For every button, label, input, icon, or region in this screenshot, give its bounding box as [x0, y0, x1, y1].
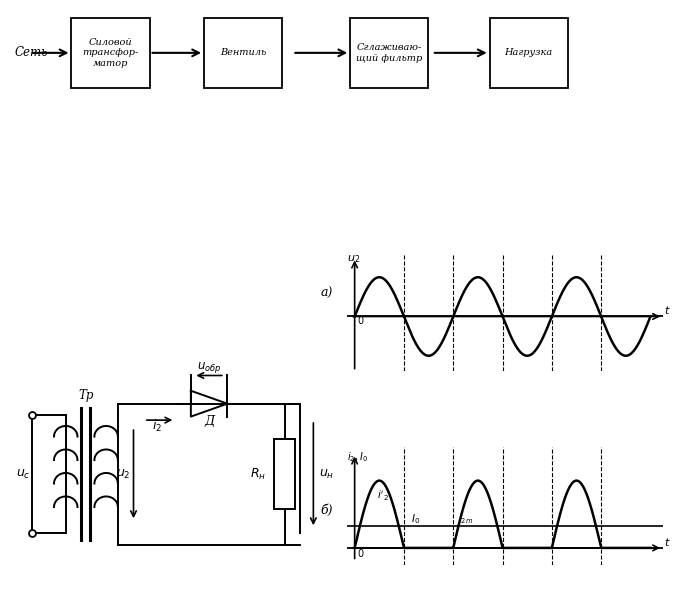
Text: б): б) [320, 504, 333, 517]
Text: 0: 0 [357, 548, 363, 559]
Text: $I_0$: $I_0$ [411, 512, 420, 526]
Bar [274, 439, 295, 509]
Text: $u_{обр}$: $u_{обр}$ [197, 359, 221, 374]
Text: $R_н$: $R_н$ [250, 466, 267, 482]
Text: $I_{2m}$: $I_{2m}$ [458, 512, 473, 526]
FancyBboxPatch shape [490, 18, 568, 88]
Text: Д: Д [204, 415, 214, 428]
FancyBboxPatch shape [71, 18, 150, 88]
Text: $u_2$: $u_2$ [116, 467, 131, 481]
Text: а): а) [320, 287, 333, 300]
Text: Тр: Тр [78, 389, 94, 402]
Text: Нагрузка: Нагрузка [505, 48, 553, 57]
Text: $u_н$: $u_н$ [318, 467, 334, 481]
Text: 0: 0 [357, 315, 363, 326]
Text: Силовой
трансфор-
матор: Силовой трансфор- матор [82, 38, 139, 68]
FancyBboxPatch shape [350, 18, 428, 88]
Text: Вентиль: Вентиль [220, 48, 267, 57]
Text: $i_2, I_0$: $i_2, I_0$ [347, 451, 368, 464]
Text: Сеть: Сеть [15, 46, 48, 59]
Text: $i_2$: $i_2$ [152, 417, 162, 434]
Text: $i'_2$: $i'_2$ [377, 489, 389, 503]
Text: $u_2$: $u_2$ [347, 254, 360, 265]
FancyBboxPatch shape [204, 18, 282, 88]
Text: $u_c$: $u_c$ [16, 467, 31, 481]
Text: $t$: $t$ [664, 304, 670, 316]
Text: $t$: $t$ [664, 536, 670, 548]
Text: Сглаживаю-
щий фильтр: Сглаживаю- щий фильтр [356, 43, 422, 63]
